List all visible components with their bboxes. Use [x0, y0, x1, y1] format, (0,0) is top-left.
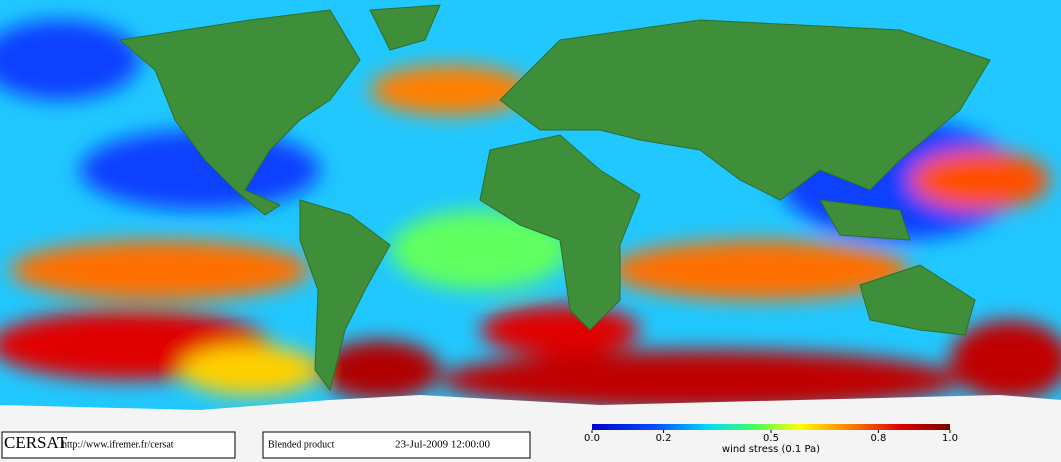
colorbar-label: wind stress (0.1 Pa)	[722, 444, 820, 455]
info-box	[1, 431, 236, 459]
colorbar	[592, 424, 950, 430]
logo: CERSAT	[4, 433, 68, 452]
date: 23-Jul-2009 12:00:00	[395, 439, 491, 451]
colorbar-tick-label: 0.0	[584, 433, 600, 444]
product: Blended product	[268, 439, 335, 450]
info-box	[262, 431, 531, 459]
url: http://www.ifremer.fr/cersat	[62, 439, 174, 450]
colorbar-tick-label: 0.2	[656, 433, 672, 444]
antarctica	[0, 395, 1061, 432]
colorbar-tick-label: 0.8	[870, 433, 886, 444]
continents	[118, 4, 991, 392]
colorbar-tick-label: 1.0	[942, 433, 958, 444]
colorbar-tick-label: 0.5	[763, 433, 779, 444]
